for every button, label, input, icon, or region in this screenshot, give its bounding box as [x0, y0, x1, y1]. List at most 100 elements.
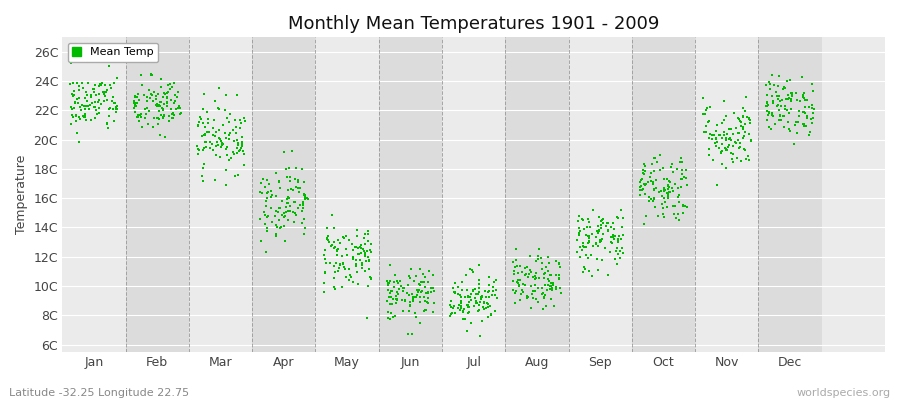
Point [471, 308, 485, 314]
Point [582, 224, 597, 230]
Point [393, 278, 408, 284]
Point [390, 278, 404, 284]
Point [254, 180, 268, 186]
Point [237, 162, 251, 168]
Point [538, 303, 553, 310]
Point [206, 132, 220, 138]
Point [130, 114, 145, 120]
Point [647, 204, 662, 211]
Point [109, 106, 123, 113]
Point [673, 158, 688, 165]
Point [571, 236, 585, 243]
Point [472, 277, 486, 284]
Point [195, 178, 210, 184]
Point [295, 204, 310, 211]
Point [806, 105, 820, 111]
Point [662, 184, 676, 190]
Point [92, 83, 106, 90]
Point [575, 217, 590, 223]
Point [150, 103, 165, 110]
Point [742, 131, 756, 137]
Point [220, 182, 234, 188]
Point [782, 94, 796, 101]
Point [68, 100, 82, 106]
Point [98, 82, 112, 88]
Point [400, 282, 415, 288]
Point [97, 98, 112, 104]
Point [670, 185, 685, 191]
Point [594, 218, 608, 225]
Point [649, 177, 663, 183]
Point [165, 97, 179, 103]
Point [332, 265, 347, 271]
Point [150, 115, 165, 122]
Point [337, 234, 351, 241]
Point [130, 112, 145, 118]
Point [572, 244, 587, 251]
Point [446, 304, 460, 311]
Point [282, 195, 296, 202]
Point [739, 94, 753, 100]
Point [289, 211, 303, 218]
Point [206, 124, 220, 131]
Point [651, 212, 665, 219]
Point [735, 134, 750, 141]
Point [128, 109, 142, 115]
Point [286, 208, 301, 215]
Point [419, 299, 434, 306]
Point [513, 277, 527, 283]
Point [799, 115, 814, 121]
Point [461, 294, 475, 300]
Point [269, 233, 284, 239]
Point [670, 166, 684, 172]
Point [644, 196, 658, 202]
Point [166, 115, 180, 121]
Point [71, 139, 86, 145]
Point [128, 94, 142, 100]
Point [510, 270, 525, 276]
Point [395, 308, 410, 314]
Point [338, 266, 352, 272]
Point [542, 260, 556, 266]
Point [639, 213, 653, 219]
Bar [505, 37, 569, 352]
Point [127, 104, 141, 111]
Point [482, 274, 496, 280]
Point [722, 126, 736, 133]
Point [486, 284, 500, 291]
Point [328, 285, 342, 292]
Point [320, 236, 335, 243]
Point [603, 249, 617, 255]
Point [508, 300, 522, 306]
Point [796, 94, 810, 100]
Point [331, 237, 346, 244]
Point [165, 115, 179, 122]
Point [273, 205, 287, 211]
Point [395, 297, 410, 304]
Point [190, 143, 204, 149]
Point [414, 289, 428, 295]
Point [799, 123, 814, 129]
Point [156, 107, 170, 114]
Point [198, 132, 212, 138]
Point [678, 202, 692, 209]
Point [230, 92, 245, 98]
Point [260, 228, 274, 234]
Point [615, 224, 629, 230]
Point [464, 291, 479, 297]
Point [770, 103, 784, 110]
Point [107, 118, 122, 124]
Point [477, 298, 491, 305]
Point [797, 104, 812, 110]
Point [256, 176, 270, 182]
Point [511, 282, 526, 288]
Point [145, 92, 159, 98]
Point [238, 118, 252, 124]
Point [717, 117, 732, 123]
Point [74, 106, 88, 113]
Point [320, 235, 335, 242]
Point [586, 207, 600, 214]
Point [731, 137, 745, 143]
Point [253, 189, 267, 195]
Point [725, 151, 740, 157]
